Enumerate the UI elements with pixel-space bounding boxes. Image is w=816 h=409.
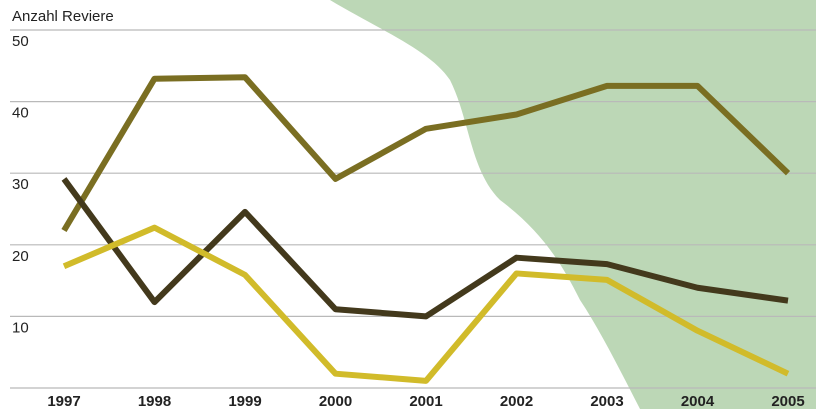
x-tick-label: 2005 [771,393,804,409]
x-tick-label: 1998 [138,393,171,409]
y-tick-label: 40 [12,105,29,122]
y-tick-label: 50 [12,33,29,50]
y-axis-label: Anzahl Reviere [12,8,114,25]
x-tick-label: 2002 [500,393,533,409]
x-tick-label: 2003 [590,393,623,409]
x-tick-label: 1999 [228,393,261,409]
y-tick-label: 30 [12,176,29,193]
background-map [330,0,816,409]
y-tick-label: 10 [12,319,29,336]
map-shape [330,0,816,409]
x-tick-label: 2001 [409,393,442,409]
x-tick-label: 1997 [47,393,80,409]
x-tick-label: 2000 [319,393,352,409]
y-tick-label: 20 [12,248,29,265]
x-tick-label: 2004 [681,393,715,409]
chart: Anzahl Reviere 10 20 30 40 50 1997 1998 1999 200… [0,0,816,409]
